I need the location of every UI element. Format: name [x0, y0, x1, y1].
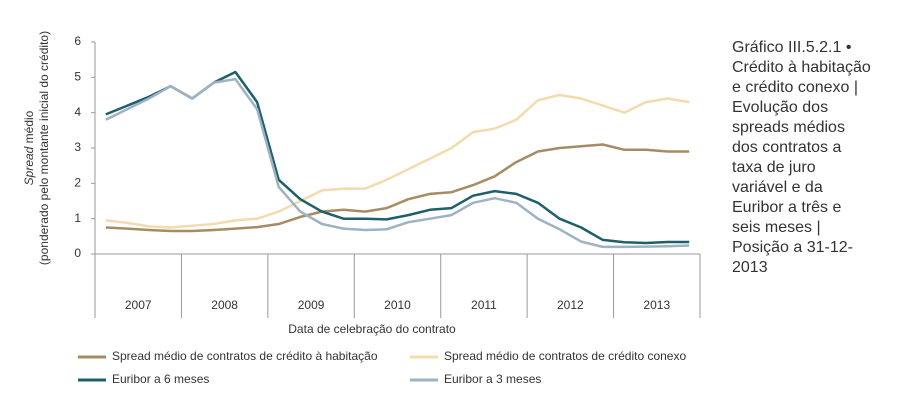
y-tick-label: 2 [74, 176, 81, 190]
series-line [105, 77, 690, 249]
chart-title: Gráfico III.5.2.1 • Crédito à habitação … [732, 39, 871, 276]
x-band-label: 2010 [384, 298, 411, 312]
y-tick-label: 3 [74, 140, 81, 154]
y-axis-label-rest: médio [22, 110, 36, 146]
y-axis-label-italic: Spread [22, 146, 36, 185]
y-axis-sublabel: (ponderado pelo montante inicial do créd… [37, 31, 51, 265]
y-tick-label: 6 [74, 34, 81, 48]
y-tick-label: 1 [74, 211, 81, 225]
y-axis-label: Spread médio [22, 110, 36, 185]
y-tick-label: 5 [74, 70, 81, 84]
y-tick-label: 4 [74, 105, 81, 119]
series-line [105, 93, 690, 229]
x-band-label: 2011 [471, 298, 497, 312]
series-line [105, 143, 690, 233]
legend-label: Euribor a 6 meses [112, 372, 209, 386]
x-band-label: 2007 [125, 298, 152, 312]
legend-label: Euribor a 3 meses [444, 372, 541, 386]
y-tick-label: 0 [74, 246, 81, 260]
legend-label: Spread médio de contratos de crédito con… [444, 349, 686, 363]
x-band-label: 2008 [211, 298, 238, 312]
x-band-label: 2009 [298, 298, 325, 312]
legend-label: Spread médio de contratos de crédito à h… [112, 349, 378, 363]
x-band-label: 2012 [557, 298, 584, 312]
x-band-label: 2013 [643, 298, 670, 312]
x-axis-label: Data de celebração do contrato [288, 322, 456, 336]
